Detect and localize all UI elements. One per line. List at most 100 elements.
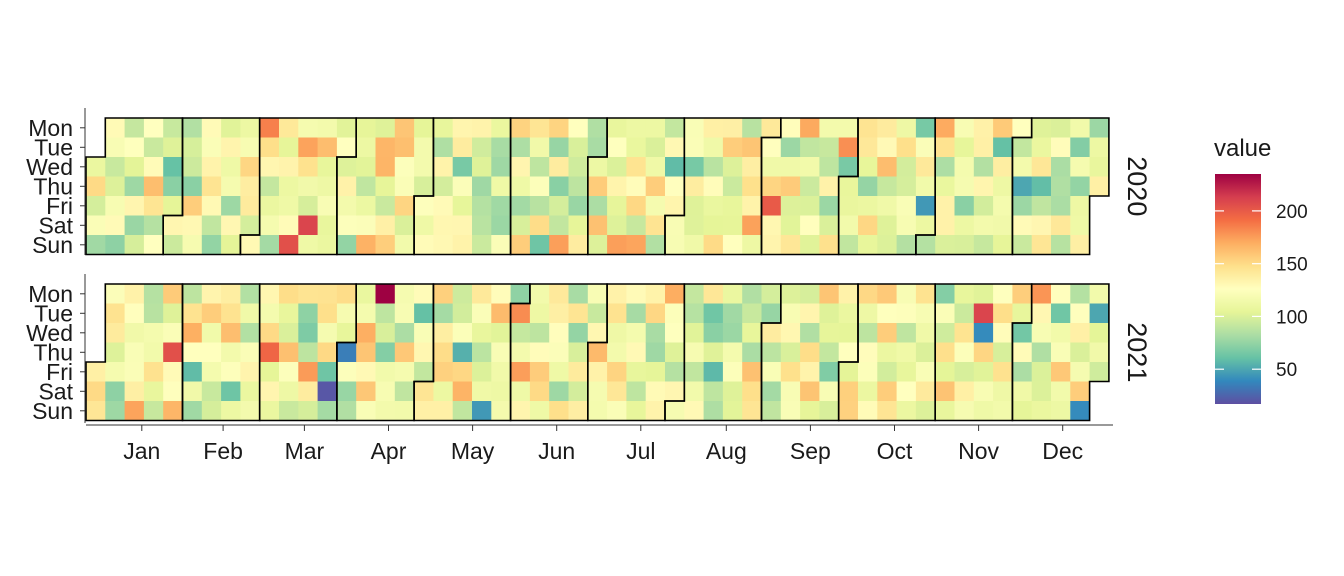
calendar-cell xyxy=(761,118,782,138)
calendar-cell xyxy=(838,303,859,324)
calendar-cell xyxy=(838,323,859,343)
calendar-cell xyxy=(838,215,859,236)
calendar-cell xyxy=(877,362,897,382)
calendar-cell xyxy=(896,137,917,158)
calendar-cell xyxy=(336,176,357,197)
calendar-cell xyxy=(684,381,704,402)
calendar-cell xyxy=(298,196,318,216)
calendar-cell xyxy=(491,401,511,421)
calendar-cell xyxy=(684,323,704,343)
calendar-cell xyxy=(877,176,897,197)
calendar-cell xyxy=(780,362,801,382)
calendar-cell xyxy=(858,323,878,343)
calendar-cell xyxy=(240,235,261,255)
calendar-cell xyxy=(722,235,743,255)
calendar-cell xyxy=(510,303,531,324)
calendar-cell xyxy=(452,401,473,421)
calendar-cell xyxy=(761,137,782,158)
calendar-cell xyxy=(472,342,492,363)
calendar-cell xyxy=(433,401,454,421)
calendar-cell xyxy=(742,362,762,382)
calendar-cell xyxy=(510,323,531,343)
calendar-cell xyxy=(877,215,897,236)
calendar-cell xyxy=(163,284,183,304)
calendar-cell xyxy=(549,235,569,255)
calendar-cell xyxy=(1089,362,1110,382)
calendar-cell xyxy=(201,401,222,421)
calendar-cell xyxy=(433,381,454,402)
calendar-cell xyxy=(317,196,338,216)
calendar-cell xyxy=(626,118,647,138)
calendar-cell xyxy=(549,323,569,343)
calendar-cell xyxy=(722,137,743,158)
calendar-cell xyxy=(124,362,145,382)
calendar-cell xyxy=(510,235,531,255)
calendar-cell xyxy=(973,176,994,197)
calendar-cell xyxy=(414,157,434,177)
calendar-cell xyxy=(356,157,376,177)
month-outline xyxy=(1011,283,1110,422)
calendar-cell xyxy=(510,381,531,402)
calendar-cell xyxy=(954,215,975,236)
calendar-cell xyxy=(259,176,280,197)
x-axis: Jan Feb Mar Apr May Jun Jul Aug Sep Oct Nov Dec xyxy=(86,424,1113,464)
calendar-cell xyxy=(491,303,511,324)
calendar-cell xyxy=(1051,137,1071,158)
calendar-cell xyxy=(1070,235,1090,255)
calendar-cell xyxy=(510,401,531,421)
calendar-cell xyxy=(645,284,666,304)
calendar-cell xyxy=(800,284,820,304)
calendar-cell xyxy=(742,381,762,402)
calendar-cell xyxy=(1070,157,1090,177)
calendar-cell xyxy=(221,362,241,382)
calendar-cell xyxy=(452,137,473,158)
calendar-cell xyxy=(607,215,627,236)
calendar-cell xyxy=(394,235,415,255)
calendar-cell xyxy=(665,401,685,421)
calendar-cell xyxy=(375,342,396,363)
calendar-cell xyxy=(124,176,145,197)
calendar-cell xyxy=(1031,362,1052,382)
calendar-cell xyxy=(259,215,280,236)
calendar-cell xyxy=(279,137,299,158)
calendar-cell xyxy=(356,176,376,197)
x-tick-label: Jun xyxy=(538,438,575,464)
calendar-cell xyxy=(86,381,106,402)
calendar-cell xyxy=(491,176,511,197)
calendar-cell xyxy=(240,157,261,177)
calendar-cell xyxy=(838,381,859,402)
calendar-cell xyxy=(201,137,222,158)
calendar-cell xyxy=(240,303,261,324)
calendar-cell xyxy=(394,401,415,421)
calendar-cell xyxy=(703,118,724,138)
calendar-cell xyxy=(433,137,454,158)
calendar-cell xyxy=(858,284,878,304)
x-tick-label: Jan xyxy=(123,438,160,464)
calendar-cell xyxy=(819,215,840,236)
calendar-cell xyxy=(394,284,415,304)
calendar-cell xyxy=(394,342,415,363)
calendar-cell xyxy=(336,381,357,402)
calendar-cell xyxy=(684,196,704,216)
calendar-cell xyxy=(510,362,531,382)
calendar-cell xyxy=(394,176,415,197)
calendar-cell xyxy=(433,196,454,216)
calendar-cell xyxy=(452,303,473,324)
calendar-cell xyxy=(973,303,994,324)
calendar-cell xyxy=(1012,235,1033,255)
calendar-cell xyxy=(587,323,608,343)
calendar-cell xyxy=(182,362,203,382)
calendar-cell xyxy=(549,157,569,177)
calendar-cell xyxy=(1051,284,1071,304)
calendar-cell xyxy=(414,323,434,343)
calendar-cell xyxy=(317,381,338,402)
y-tick-label: Sat xyxy=(38,212,73,238)
calendar-cell xyxy=(761,401,782,421)
calendar-cell xyxy=(452,381,473,402)
y-tick-label: Tue xyxy=(34,300,73,326)
calendar-cell xyxy=(472,401,492,421)
calendar-cell xyxy=(665,362,685,382)
calendar-cell xyxy=(394,323,415,343)
calendar-cell xyxy=(742,215,762,236)
calendar-cell xyxy=(336,284,357,304)
